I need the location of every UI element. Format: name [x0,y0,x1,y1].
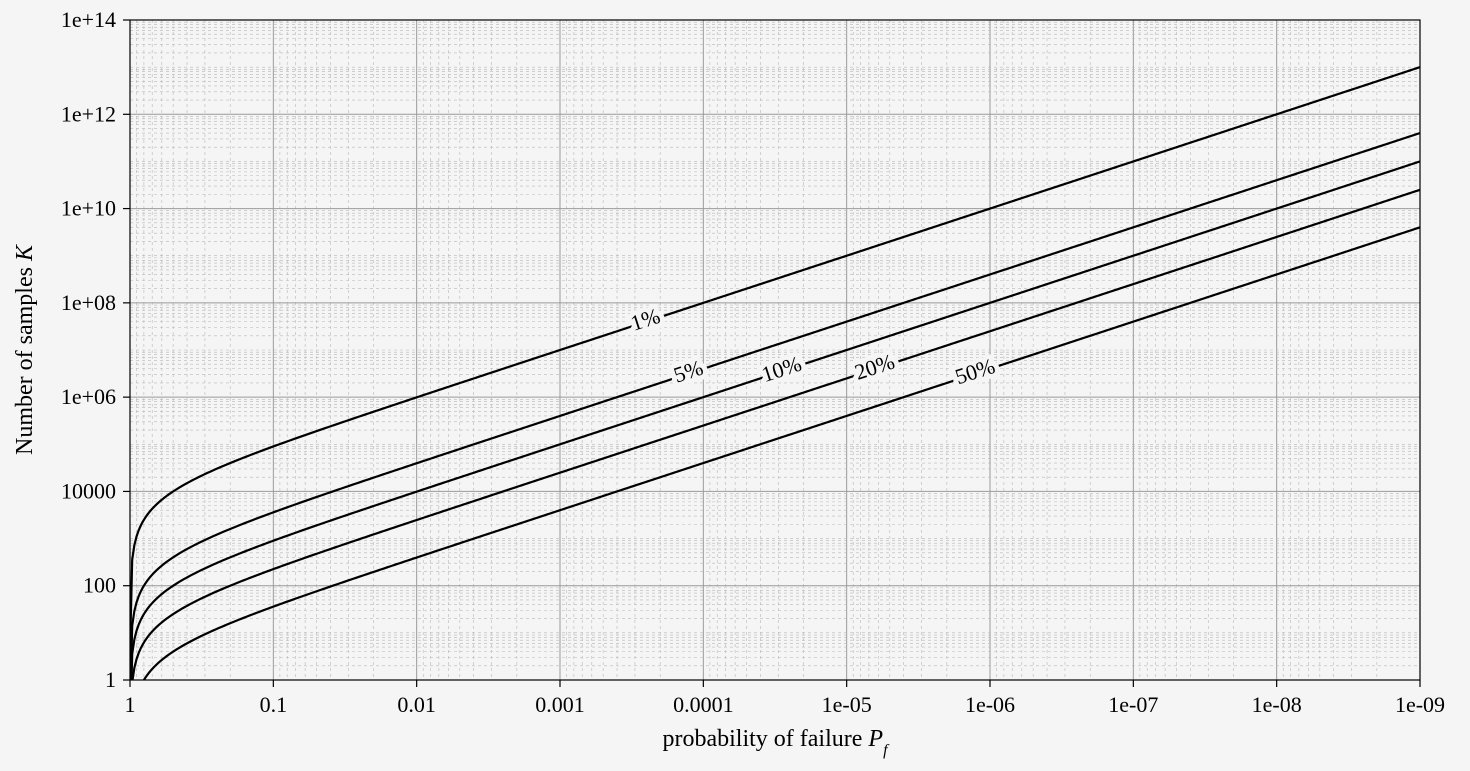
y-tick-label: 1e+10 [61,196,116,221]
x-tick-label: 1e-07 [1108,692,1158,717]
chart-container: 1%1%5%5%10%10%20%20%50%50%10.10.010.0010… [0,0,1470,771]
y-tick-label: 1e+06 [61,384,116,409]
y-tick-label: 1 [105,667,116,692]
x-tick-label: 0.0001 [673,692,734,717]
y-tick-label: 10000 [61,478,116,503]
x-tick-label: 1e-08 [1252,692,1302,717]
x-tick-label: 1e-09 [1395,692,1445,717]
x-tick-label: 1e-05 [822,692,872,717]
y-tick-label: 1e+14 [61,7,116,32]
y-tick-label: 1e+12 [61,101,116,126]
x-tick-label: 1e-06 [965,692,1015,717]
y-axis-label: Number of samples K [12,243,38,455]
y-tick-label: 1e+08 [61,290,116,315]
x-tick-label: 0.01 [397,692,436,717]
y-tick-label: 100 [83,573,116,598]
x-tick-label: 0.1 [260,692,288,717]
x-tick-label: 0.001 [535,692,585,717]
x-tick-label: 1 [125,692,136,717]
chart-svg: 1%1%5%5%10%10%20%20%50%50%10.10.010.0010… [0,0,1470,771]
